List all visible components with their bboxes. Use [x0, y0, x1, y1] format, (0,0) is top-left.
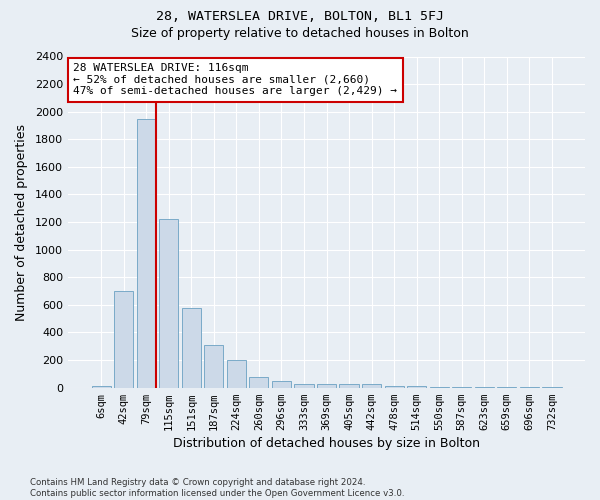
Bar: [159, 220, 178, 388]
Bar: [182, 308, 201, 388]
Bar: [362, 384, 381, 388]
Bar: [137, 118, 156, 388]
Bar: [92, 386, 111, 388]
Bar: [452, 387, 472, 388]
Bar: [114, 291, 133, 388]
Bar: [430, 387, 449, 388]
Y-axis label: Number of detached properties: Number of detached properties: [15, 124, 28, 320]
Text: 28, WATERSLEA DRIVE, BOLTON, BL1 5FJ: 28, WATERSLEA DRIVE, BOLTON, BL1 5FJ: [156, 10, 444, 23]
Bar: [272, 382, 291, 388]
Bar: [204, 345, 223, 388]
Text: Contains HM Land Registry data © Crown copyright and database right 2024.
Contai: Contains HM Land Registry data © Crown c…: [30, 478, 404, 498]
Text: 28 WATERSLEA DRIVE: 116sqm
← 52% of detached houses are smaller (2,660)
47% of s: 28 WATERSLEA DRIVE: 116sqm ← 52% of deta…: [73, 63, 397, 96]
Bar: [340, 384, 359, 388]
X-axis label: Distribution of detached houses by size in Bolton: Distribution of detached houses by size …: [173, 437, 480, 450]
Bar: [317, 384, 336, 388]
Bar: [385, 386, 404, 388]
Bar: [295, 384, 314, 388]
Bar: [227, 360, 246, 388]
Bar: [250, 376, 268, 388]
Text: Size of property relative to detached houses in Bolton: Size of property relative to detached ho…: [131, 28, 469, 40]
Bar: [407, 386, 426, 388]
